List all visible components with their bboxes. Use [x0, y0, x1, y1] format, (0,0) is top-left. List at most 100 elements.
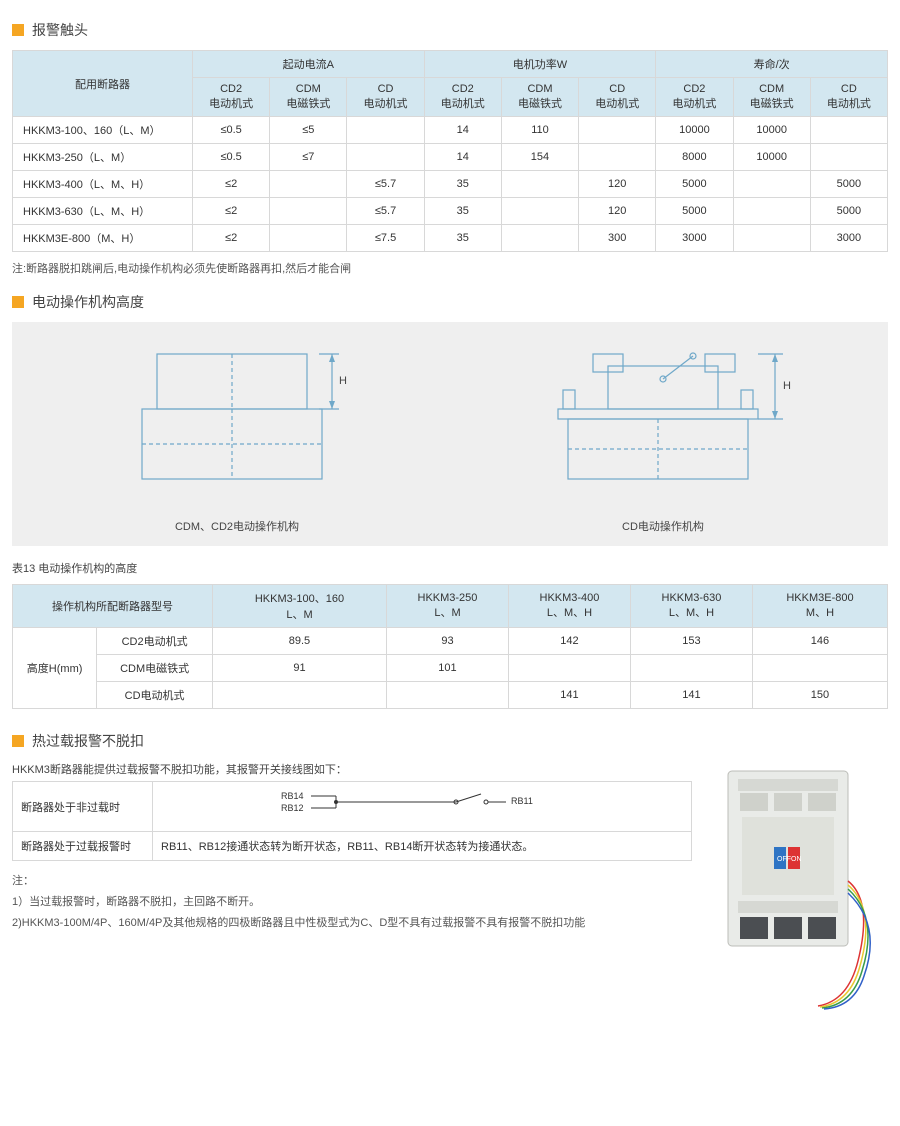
table-header-prod: 配用断路器 [13, 51, 193, 117]
row-label: HKKM3-630（L、M、H） [13, 198, 193, 225]
diagram-left-col: H CDM、CD2电动操作机构 [24, 334, 450, 534]
section-title-alarm: 报警触头 [12, 20, 888, 40]
cell: 5000 [656, 171, 733, 198]
cell: ≤0.5 [193, 117, 270, 144]
section-title-overload: 热过载报警不脱扣 [12, 731, 888, 751]
mini-row-1-content: RB11、RB12接通状态转为断开状态，RB11、RB14断开状态转为接通状态。 [153, 832, 692, 861]
height-col-3: HKKM3-630L、M、H [630, 585, 752, 628]
row-group-label: 高度H(mm) [13, 628, 97, 709]
svg-text:ON: ON [791, 856, 802, 863]
table13-caption: 表13 电动操作机构的高度 [12, 560, 888, 576]
table-subcol: CDM电磁铁式 [270, 78, 347, 117]
cell: 10000 [656, 117, 733, 144]
cell: 150 [752, 682, 887, 709]
height-col-2: HKKM3-400L、M、H [508, 585, 630, 628]
note-line-0: 注： [12, 871, 692, 892]
table-row: CD电动机式141141150 [13, 682, 888, 709]
accent-square-icon [12, 735, 24, 747]
overload-intro: HKKM3断路器能提供过载报警不脱扣功能，其报警开关接线图如下： [12, 761, 692, 777]
cell: 35 [424, 225, 501, 252]
cell [501, 225, 578, 252]
overload-row: HKKM3断路器能提供过载报警不脱扣功能，其报警开关接线图如下： 断路器处于非过… [12, 761, 888, 1014]
cell: 14 [424, 144, 501, 171]
height-col-1: HKKM3-250L、M [386, 585, 508, 628]
overload-right: OFF ON [708, 761, 888, 1014]
overload-notes: 注： 1）当过载报警时，断路器不脱扣，主回路不断开。 2)HKKM3-100M/… [12, 871, 692, 934]
cell: 141 [508, 682, 630, 709]
table-row: HKKM3-400（L、M、H）≤2≤5.73512050005000 [13, 171, 888, 198]
cell [508, 655, 630, 682]
cell: 8000 [656, 144, 733, 171]
overload-mini-table: 断路器处于非过载时 RB14 RB12 RB11 [12, 781, 692, 861]
height-row-header: 操作机构所配断路器型号 [13, 585, 213, 628]
cell: 120 [579, 198, 656, 225]
cell: ≤5 [270, 117, 347, 144]
cell: 3000 [656, 225, 733, 252]
cell [579, 117, 656, 144]
section-title-text: 报警触头 [32, 20, 88, 40]
cell [347, 144, 424, 171]
cell: ≤0.5 [193, 144, 270, 171]
cell [270, 225, 347, 252]
h-label: H [339, 375, 347, 387]
table-row: HKKM3-100、160（L、M）≤0.5≤5141101000010000 [13, 117, 888, 144]
cell: 35 [424, 171, 501, 198]
row-label: CD2电动机式 [97, 628, 213, 655]
mini-row-0-label: 断路器处于非过载时 [13, 782, 153, 832]
cell [579, 144, 656, 171]
height-table: 操作机构所配断路器型号 HKKM3-100、160L、M HKKM3-250L、… [12, 584, 888, 709]
cell: 5000 [810, 171, 887, 198]
diagram-right-col: H CD电动操作机构 [450, 334, 876, 534]
cell: 120 [579, 171, 656, 198]
breaker-photo-icon: OFF ON [708, 761, 878, 1011]
note-line-1: 1）当过载报警时，断路器不脱扣，主回路不断开。 [12, 892, 692, 913]
table-subcol: CD2电动机式 [656, 78, 733, 117]
cell [630, 655, 752, 682]
table-row: 高度H(mm)CD2电动机式89.593142153146 [13, 628, 888, 655]
cell [270, 171, 347, 198]
alarm-note: 注:断路器脱扣跳闸后,电动操作机构必须先使断路器再扣,然后才能合闸 [12, 260, 888, 276]
alarm-contact-table: 配用断路器 起动电流A 电机功率W 寿命/次 CD2电动机式CDM电磁铁式CD电… [12, 50, 888, 252]
rb14-label: RB14 [281, 791, 304, 801]
table-group-2: 寿命/次 [656, 51, 888, 78]
section-title-text: 热过载报警不脱扣 [32, 731, 144, 751]
rb11-label: RB11 [511, 796, 533, 806]
diagram-right-caption: CD电动操作机构 [450, 518, 876, 534]
cell [213, 682, 387, 709]
table-row: HKKM3E-800（M、H）≤2≤7.53530030003000 [13, 225, 888, 252]
table-row: CDM电磁铁式91101 [13, 655, 888, 682]
rb12-label: RB12 [281, 803, 304, 813]
cell: ≤5.7 [347, 171, 424, 198]
cell: ≤2 [193, 171, 270, 198]
cell [733, 225, 810, 252]
row-label: HKKM3-250（L、M） [13, 144, 193, 171]
height-col-0: HKKM3-100、160L、M [213, 585, 387, 628]
height-col-4: HKKM3E-800M、H [752, 585, 887, 628]
cell: 14 [424, 117, 501, 144]
row-label: HKKM3-400（L、M、H） [13, 171, 193, 198]
cell: 101 [386, 655, 508, 682]
diagram-cd: H [513, 334, 813, 509]
h-label: H [783, 380, 791, 392]
cell: 93 [386, 628, 508, 655]
table-row: HKKM3-250（L、M）≤0.5≤714154800010000 [13, 144, 888, 171]
cell [501, 171, 578, 198]
section-title-text: 电动操作机构高度 [32, 292, 144, 312]
table-subcol: CDM电磁铁式 [733, 78, 810, 117]
cell: 153 [630, 628, 752, 655]
cell: 110 [501, 117, 578, 144]
cell: 141 [630, 682, 752, 709]
cell [733, 198, 810, 225]
cell: ≤2 [193, 225, 270, 252]
cell: 89.5 [213, 628, 387, 655]
cell: 3000 [810, 225, 887, 252]
table-subcol: CD2电动机式 [424, 78, 501, 117]
cell [347, 117, 424, 144]
cell: 300 [579, 225, 656, 252]
table-subcol: CD电动机式 [347, 78, 424, 117]
table-subcol: CDM电磁铁式 [501, 78, 578, 117]
mini-row-1-label: 断路器处于过载报警时 [13, 832, 153, 861]
table-subcol: CD电动机式 [810, 78, 887, 117]
table-subcol: CD电动机式 [579, 78, 656, 117]
cell [501, 198, 578, 225]
